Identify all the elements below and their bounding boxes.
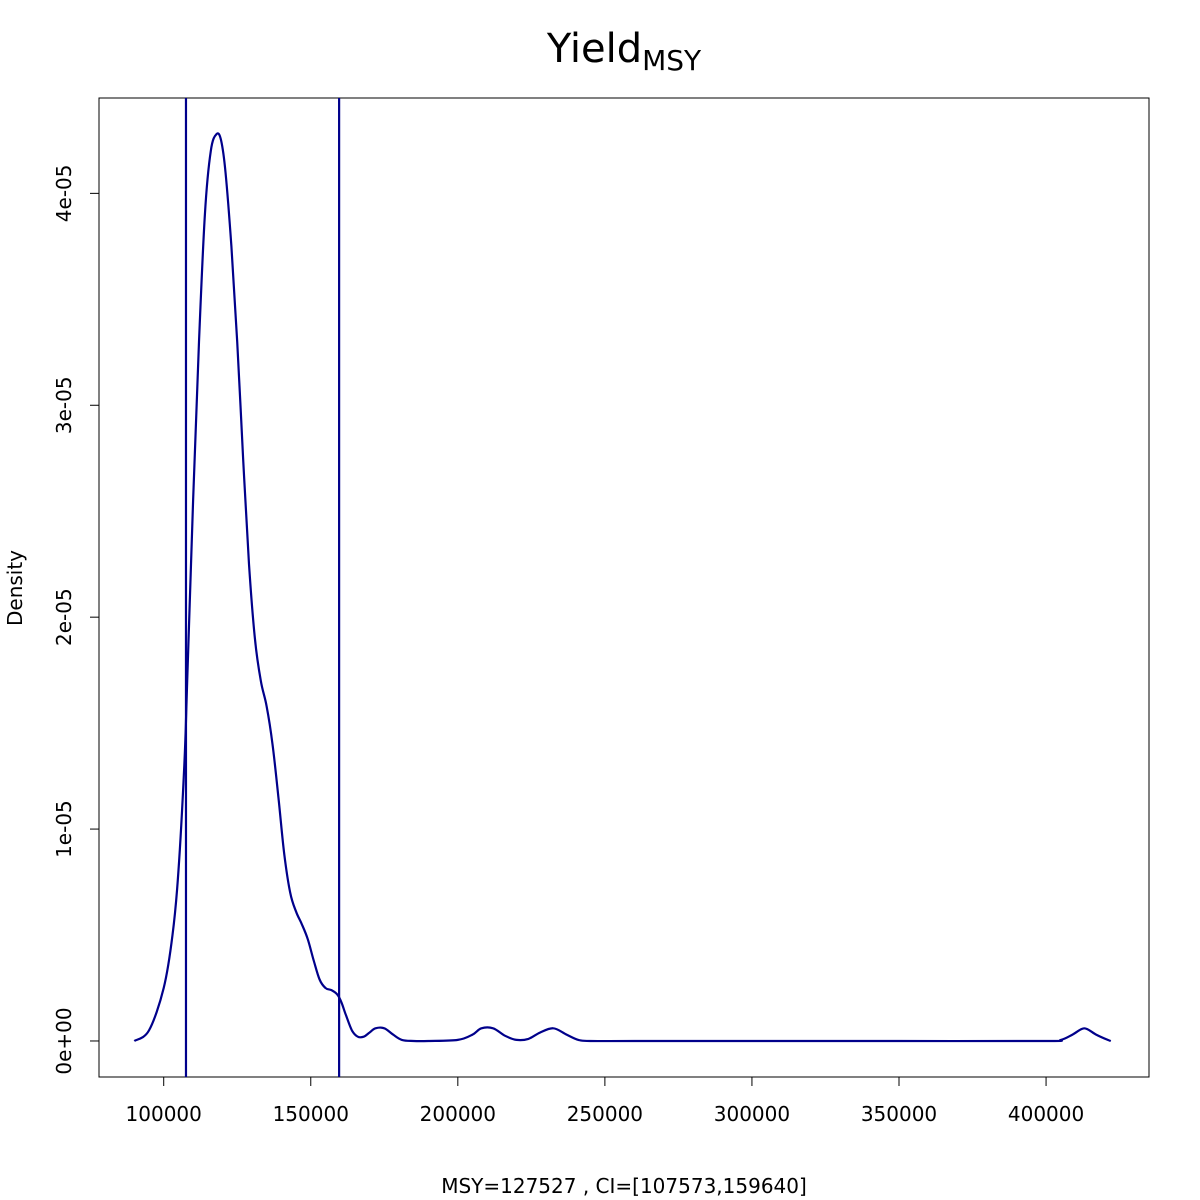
y-tick-label: 3e-05 — [52, 376, 76, 434]
y-axis-label: Density — [3, 550, 27, 626]
x-axis-label: MSY=127527 , CI=[107573,159640] — [441, 1174, 807, 1198]
y-tick-label: 4e-05 — [52, 165, 76, 223]
x-tick-label: 250000 — [567, 1102, 643, 1126]
chart-title: YieldMSY — [546, 26, 702, 77]
x-tick-label: 100000 — [126, 1102, 202, 1126]
x-tick-label: 400000 — [1008, 1102, 1084, 1126]
x-tick-label: 150000 — [273, 1102, 349, 1126]
y-tick-label: 2e-05 — [52, 588, 76, 646]
plot-area-frame — [98, 97, 1150, 1078]
plot-marks — [133, 98, 1112, 1077]
y-axis: 0e+00 1e-05 2e-05 3e-05 4e-05 — [52, 165, 100, 1075]
chart-title-main: Yield — [546, 26, 642, 72]
x-axis: 100000 150000 200000 250000 300000 350000 4000… — [126, 1076, 1084, 1126]
chart-title-subscript: MSY — [642, 44, 702, 77]
x-tick-label: 350000 — [861, 1102, 937, 1126]
x-tick-label: 300000 — [714, 1102, 790, 1126]
y-tick-label: 1e-05 — [52, 800, 76, 858]
density-curve — [133, 132, 1112, 1043]
x-tick-label: 200000 — [420, 1102, 496, 1126]
y-tick-label: 0e+00 — [52, 1007, 76, 1074]
